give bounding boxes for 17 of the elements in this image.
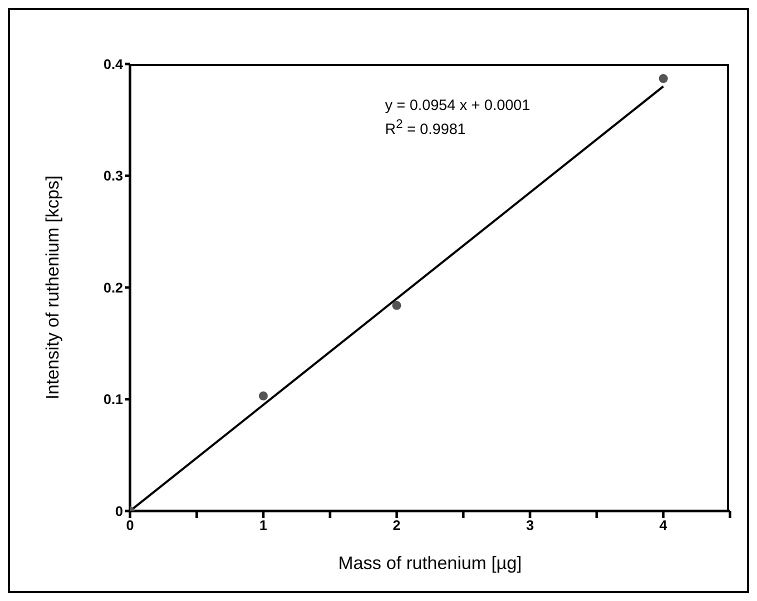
point	[658, 74, 668, 84]
annotation: y = 0.0954 x + 0.0001	[385, 96, 530, 115]
y-tick-label: 0	[115, 502, 124, 519]
point	[392, 300, 402, 310]
y-axis-title: Intensity of ruthenium [kcps]	[42, 175, 62, 400]
x-tick-label: 0	[126, 516, 134, 533]
y-tick-label: 0.2	[104, 279, 124, 296]
x-tick-label: 4	[659, 516, 668, 533]
x-tick-label: 2	[392, 516, 401, 533]
annotation: R$^{2}$ = 0.9981	[385, 116, 467, 139]
y-tick-label: 0.3	[104, 168, 124, 184]
x-tick-label: 3	[526, 516, 534, 533]
x-axis-title: Mass of ruthenium [µg]	[338, 553, 522, 573]
y-tick-label: 0.4	[104, 56, 124, 72]
x-tick-label: 1	[259, 516, 268, 533]
y-tick-label: 0.1	[104, 391, 124, 408]
point	[258, 391, 268, 400]
